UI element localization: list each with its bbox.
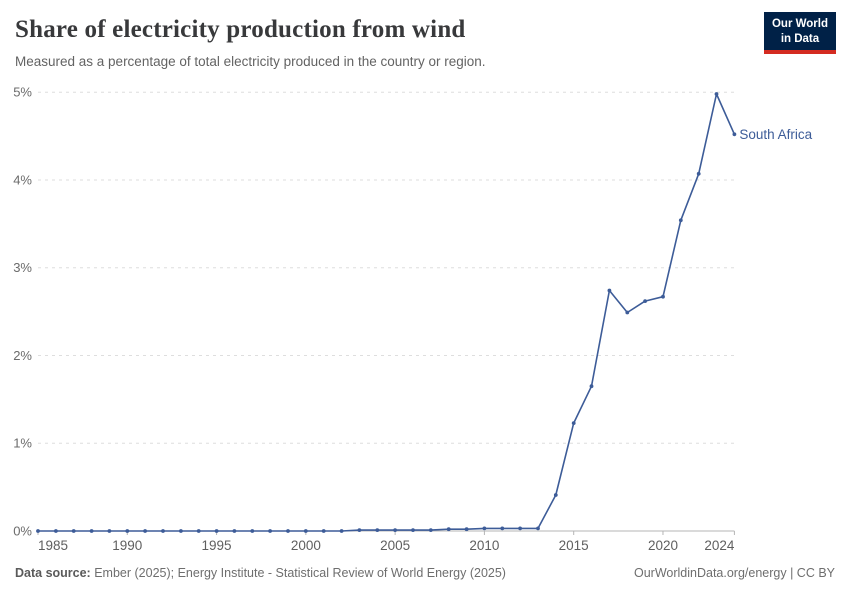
owid-logo[interactable]: Our World in Data <box>763 12 836 54</box>
data-point[interactable] <box>482 526 487 531</box>
x-axis-label: 2024 <box>704 538 735 553</box>
data-point[interactable] <box>518 526 522 531</box>
y-axis-label: 5% <box>13 85 32 100</box>
data-point[interactable] <box>375 528 380 532</box>
x-axis-label: 2000 <box>291 538 321 553</box>
data-point[interactable] <box>143 529 148 533</box>
data-point[interactable] <box>54 529 58 533</box>
data-point[interactable] <box>71 529 76 533</box>
chart-subtitle: Measured as a percentage of total electr… <box>15 54 486 69</box>
data-point[interactable] <box>179 529 183 533</box>
data-point[interactable] <box>571 421 576 425</box>
x-axis-label: 1990 <box>112 538 142 553</box>
logo-line1: Our World <box>771 18 828 30</box>
data-point[interactable] <box>321 529 326 533</box>
y-axis-label: 3% <box>13 260 32 275</box>
data-point[interactable] <box>214 529 219 533</box>
data-point[interactable] <box>553 493 558 497</box>
data-point[interactable] <box>500 526 505 531</box>
series-end-label[interactable]: South Africa <box>739 127 812 142</box>
data-point[interactable] <box>89 529 94 533</box>
y-axis-label: 4% <box>13 172 32 187</box>
data-source-note: Data source: Ember (2025); Energy Instit… <box>15 566 506 580</box>
data-point[interactable] <box>625 310 630 315</box>
data-point[interactable] <box>36 529 40 533</box>
y-axis-label: 0% <box>13 524 32 539</box>
data-point[interactable] <box>393 528 397 532</box>
x-axis-label: 2015 <box>559 538 589 553</box>
data-point[interactable] <box>286 529 290 533</box>
data-point[interactable] <box>250 529 255 533</box>
data-point[interactable] <box>464 527 469 532</box>
data-point[interactable] <box>303 529 308 533</box>
x-axis-label: 2020 <box>648 538 678 553</box>
data-point[interactable] <box>536 526 540 531</box>
data-point[interactable] <box>607 288 612 293</box>
data-point[interactable] <box>714 92 719 96</box>
data-point[interactable] <box>357 528 362 532</box>
data-point[interactable] <box>589 384 594 389</box>
logo-line2: in Data <box>780 32 820 45</box>
data-source-text: Ember (2025); Energy Institute - Statist… <box>90 566 506 580</box>
data-point[interactable] <box>678 218 683 223</box>
chart-footer: Data source: Ember (2025); Energy Instit… <box>15 566 835 580</box>
data-point[interactable] <box>107 529 112 533</box>
data-point[interactable] <box>125 529 130 533</box>
page-title: Share of electricity production from win… <box>15 16 466 43</box>
x-axis-label: 1985 <box>38 538 68 553</box>
data-point[interactable] <box>411 528 415 532</box>
data-point[interactable] <box>661 294 665 299</box>
chart-header: Share of electricity production from win… <box>0 0 850 80</box>
x-axis-label: 2010 <box>469 538 499 553</box>
data-point[interactable] <box>232 529 237 533</box>
x-axis-label: 2005 <box>380 538 410 553</box>
data-point[interactable] <box>161 529 165 533</box>
data-point[interactable] <box>339 529 344 533</box>
y-axis-label: 2% <box>13 348 32 363</box>
y-axis-label: 1% <box>13 436 32 451</box>
x-axis-label: 1995 <box>202 538 232 553</box>
data-point[interactable] <box>446 527 451 532</box>
data-point[interactable] <box>428 528 433 532</box>
data-source-label: Data source: <box>15 566 91 580</box>
data-point[interactable] <box>268 529 272 533</box>
attribution-link[interactable]: OurWorldinData.org/energy | CC BY <box>633 566 835 580</box>
data-point[interactable] <box>696 171 701 176</box>
data-point[interactable] <box>196 529 201 533</box>
series-line-south-africa[interactable] <box>37 93 736 532</box>
data-point[interactable] <box>732 132 737 137</box>
data-point[interactable] <box>643 299 647 303</box>
